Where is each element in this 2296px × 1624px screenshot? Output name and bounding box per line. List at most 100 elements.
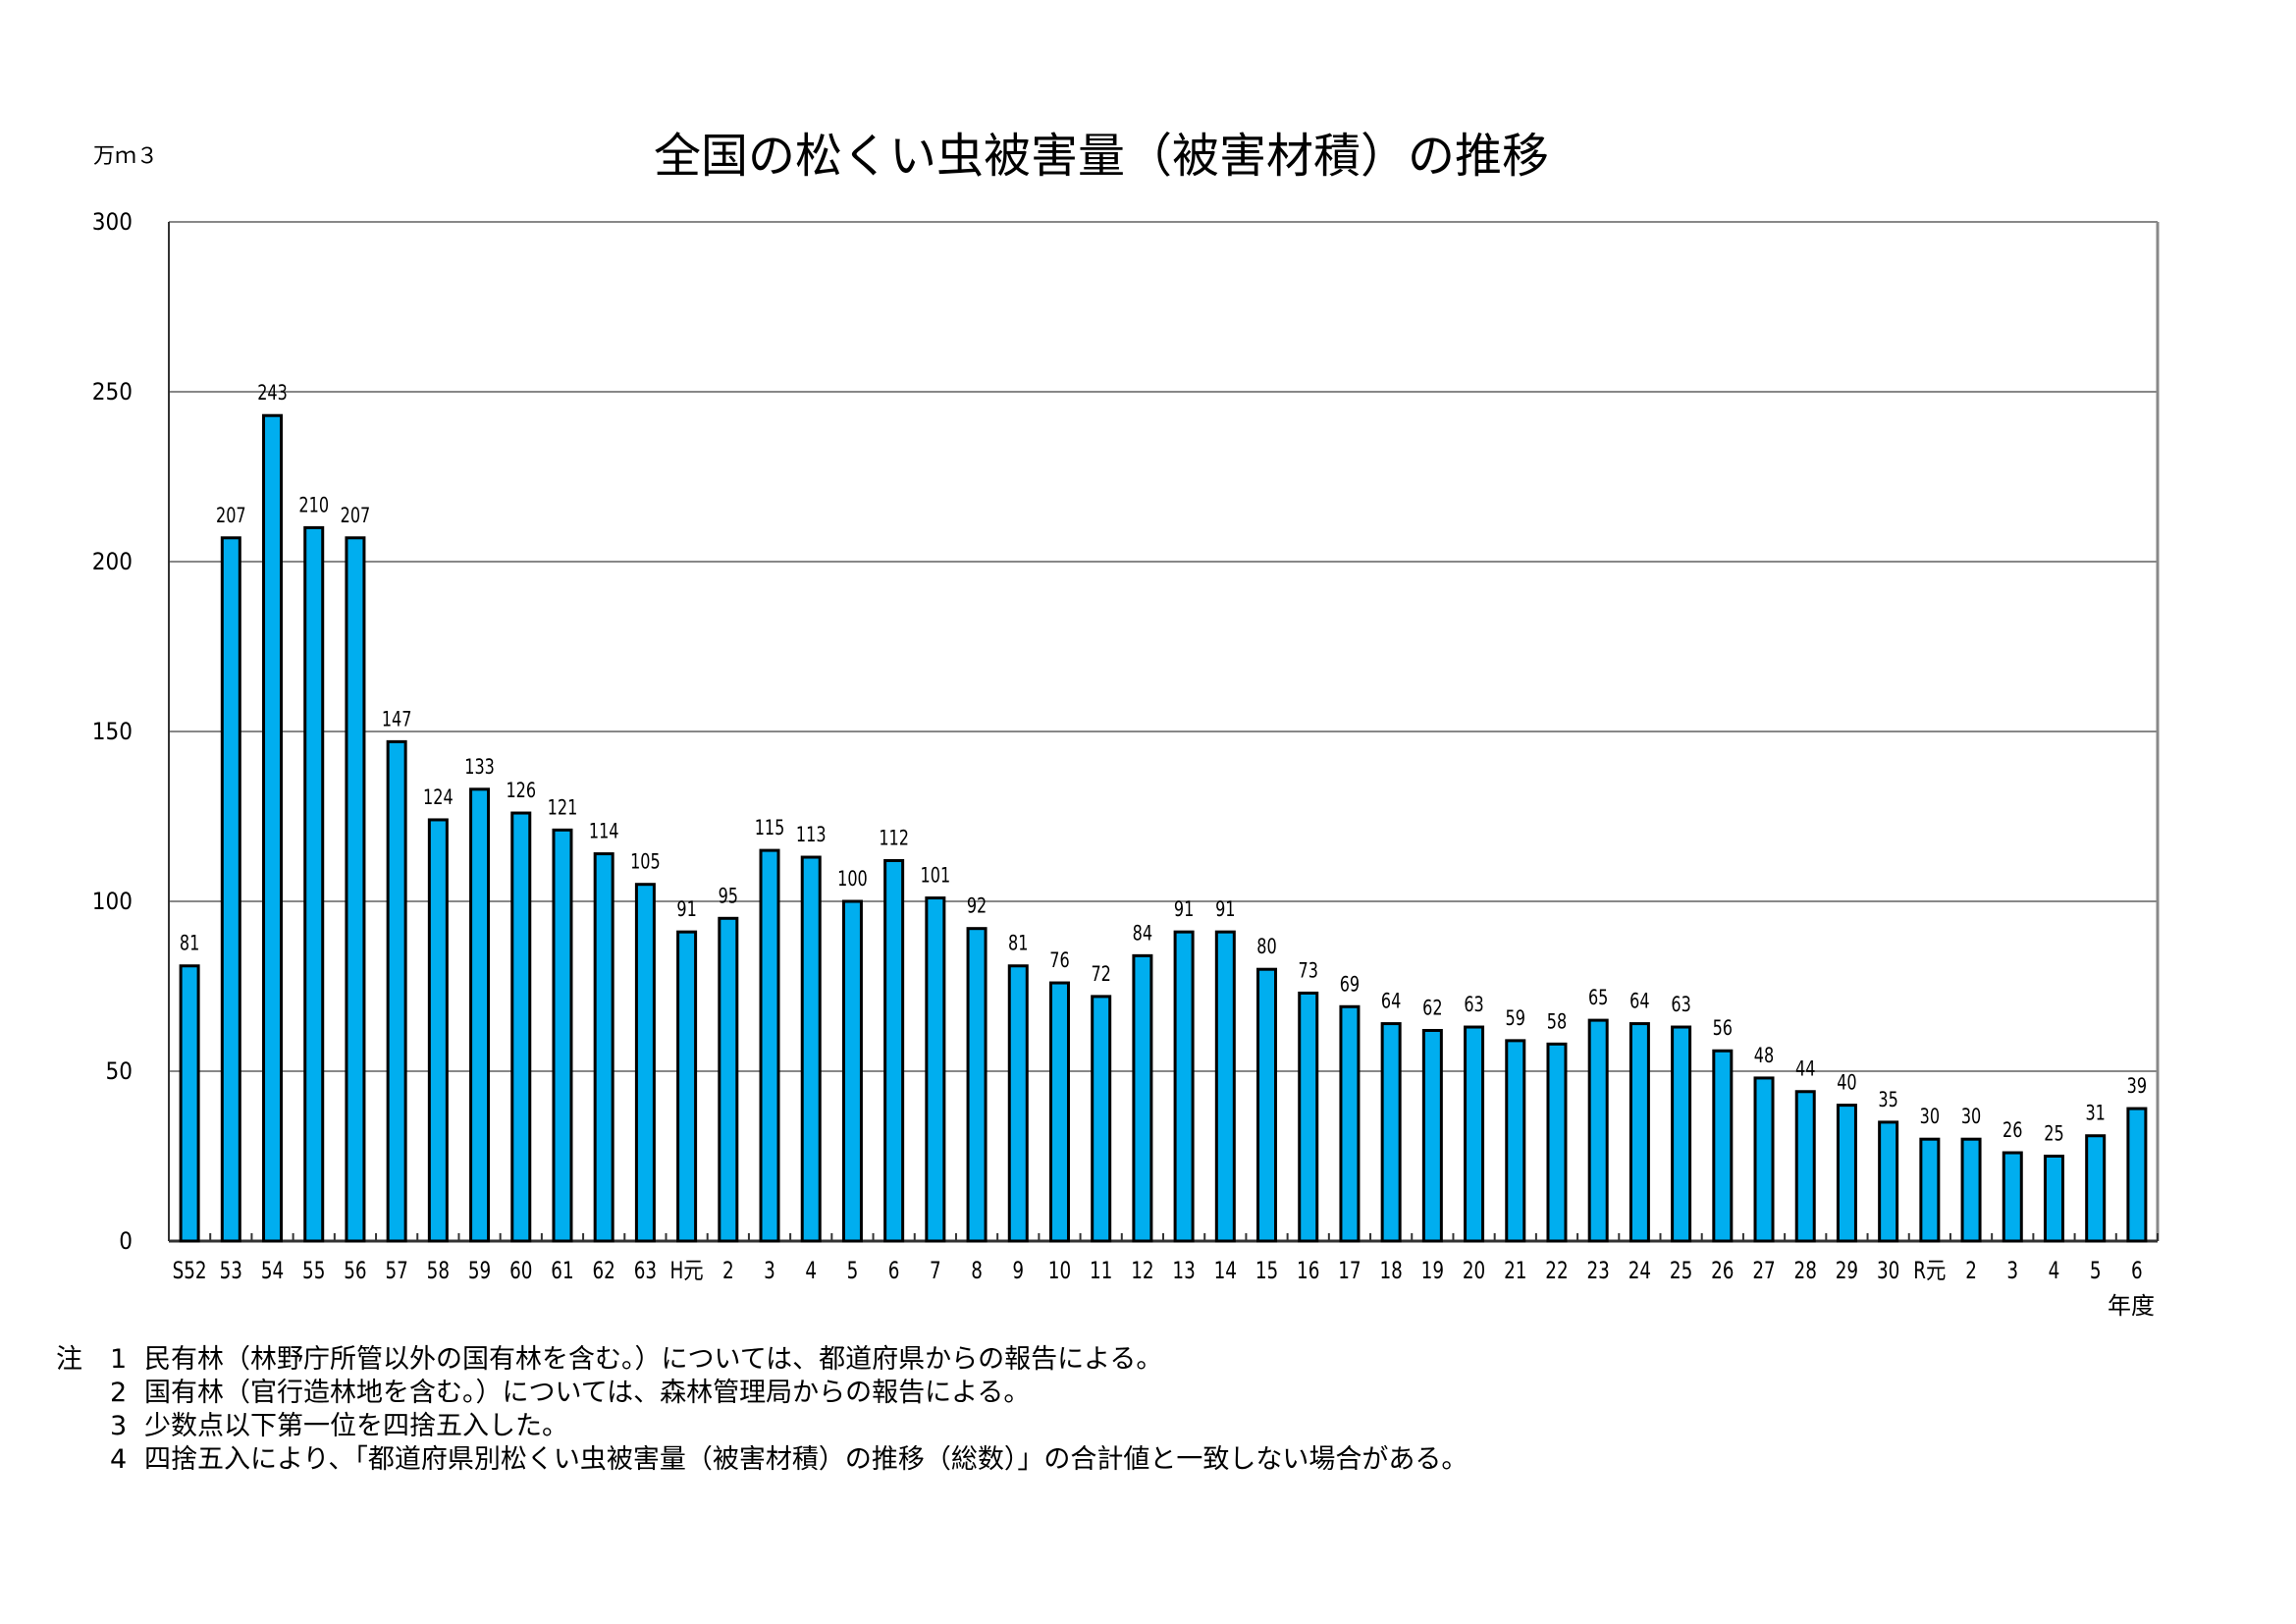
data-label: 81 <box>180 931 199 955</box>
x-tick-label: 15 <box>1255 1257 1278 1284</box>
bar <box>179 964 200 1243</box>
bar <box>1298 991 1319 1243</box>
data-label: 64 <box>1381 989 1401 1013</box>
x-tick-label: 24 <box>1629 1257 1651 1284</box>
note-number: 2 <box>110 1378 128 1408</box>
note-row: 2 国有林（官行造林地を含む。）については、森林管理局からの報告による。 <box>56 1377 1468 1410</box>
data-label: 30 <box>1920 1105 1940 1129</box>
x-tick-label: 8 <box>971 1257 983 1284</box>
x-tick-label: 10 <box>1048 1257 1071 1284</box>
x-tick-label: 30 <box>1877 1257 1899 1284</box>
data-label: 113 <box>796 823 827 847</box>
bar <box>1256 967 1278 1243</box>
y-tick-label: 150 <box>92 718 133 745</box>
data-label: 30 <box>1961 1105 1981 1129</box>
x-tick-label: 28 <box>1794 1257 1817 1284</box>
x-axis-label: 年度 <box>2108 1292 2155 1320</box>
x-tick-label: 27 <box>1752 1257 1775 1284</box>
bar <box>966 927 988 1243</box>
note-number: 1 <box>110 1344 128 1375</box>
x-tick-label: 17 <box>1338 1257 1361 1284</box>
bar <box>883 858 905 1243</box>
data-label: 62 <box>1422 996 1442 1020</box>
data-label: 72 <box>1091 961 1110 986</box>
data-label: 84 <box>1133 921 1152 946</box>
note-row: 注 1 民有林（林野庁所管以外の国有林を含む。）については、都道府県からの報告に… <box>56 1343 1468 1377</box>
x-tick-label: 6 <box>2131 1257 2143 1284</box>
bar <box>2085 1134 2107 1243</box>
x-tick-label: 54 <box>261 1257 284 1284</box>
y-tick-label: 250 <box>92 378 133 406</box>
bar <box>800 855 822 1243</box>
x-tick-label: H元 <box>670 1257 704 1284</box>
x-tick-label: 57 <box>385 1257 407 1284</box>
bar <box>1339 1004 1361 1243</box>
data-label: 91 <box>1174 897 1194 922</box>
data-label: 121 <box>548 795 578 820</box>
x-tick-label: 59 <box>468 1257 491 1284</box>
bar <box>469 787 491 1243</box>
bar <box>303 525 325 1243</box>
bar <box>552 828 573 1243</box>
data-label: 124 <box>423 785 454 810</box>
y-tick-label: 200 <box>92 548 133 575</box>
x-tick-label: 62 <box>593 1257 615 1284</box>
bar <box>427 818 449 1243</box>
x-tick-label: 60 <box>509 1257 532 1284</box>
bar <box>1048 981 1070 1243</box>
bar <box>1214 930 1236 1243</box>
bar <box>1587 1018 1609 1243</box>
x-tick-label: 58 <box>427 1257 450 1284</box>
bar <box>262 413 284 1243</box>
data-label: 65 <box>1588 986 1608 1010</box>
x-tick-label: 5 <box>2090 1257 2102 1284</box>
data-label: 133 <box>464 754 495 779</box>
x-tick-label: 25 <box>1670 1257 1692 1284</box>
bar <box>1007 964 1029 1243</box>
x-tick-label: 14 <box>1214 1257 1237 1284</box>
x-tick-label: 21 <box>1504 1257 1526 1284</box>
x-tick-label: 23 <box>1587 1257 1610 1284</box>
x-tick-label: 19 <box>1421 1257 1444 1284</box>
x-tick-label: 22 <box>1545 1257 1568 1284</box>
x-tick-label: 2 <box>722 1257 734 1284</box>
data-label: 101 <box>921 863 951 888</box>
data-label: 35 <box>1878 1088 1897 1112</box>
x-tick-label: 7 <box>930 1257 941 1284</box>
bar <box>1546 1042 1568 1243</box>
bar <box>386 739 407 1243</box>
note-number: 4 <box>110 1444 128 1475</box>
y-tick-label: 0 <box>119 1227 133 1255</box>
bar <box>510 811 532 1243</box>
bar <box>1919 1137 1941 1243</box>
data-label: 58 <box>1547 1009 1567 1034</box>
note-row: 4 四捨五入により、「都道府県別松くい虫被害量（被害材積）の推移（総数）」の合計… <box>56 1443 1468 1477</box>
x-tick-label: 16 <box>1297 1257 1319 1284</box>
note-text: 民有林（林野庁所管以外の国有林を含む。）については、都道府県からの報告による。 <box>144 1344 1163 1375</box>
bar <box>1878 1120 1899 1243</box>
x-tick-label: 13 <box>1172 1257 1195 1284</box>
bar <box>718 916 739 1243</box>
note-prefix: 注 <box>56 1344 82 1375</box>
x-tick-label: 61 <box>551 1257 573 1284</box>
data-label: 64 <box>1629 989 1649 1013</box>
data-label: 207 <box>341 503 371 527</box>
bar <box>220 536 241 1243</box>
x-tick-label: R元 <box>1913 1257 1946 1284</box>
bar <box>1629 1022 1650 1243</box>
x-tick-label: 18 <box>1379 1257 1402 1284</box>
chart-title: 全国の松くい虫被害量（被害材積）の推移 <box>654 129 1549 184</box>
note-text: 少数点以下第一位を四捨五入した。 <box>144 1411 568 1441</box>
x-tick-label: 4 <box>2049 1257 2060 1284</box>
x-tick-label: 29 <box>1836 1257 1858 1284</box>
data-label: 147 <box>382 707 412 731</box>
data-label: 207 <box>216 503 246 527</box>
bar <box>1091 995 1112 1243</box>
x-tick-label: 20 <box>1463 1257 1485 1284</box>
data-label: 76 <box>1049 948 1069 973</box>
data-label: 91 <box>1215 897 1235 922</box>
x-tick-label: 6 <box>888 1257 900 1284</box>
x-tick-label: 2 <box>1965 1257 1977 1284</box>
data-label: 105 <box>630 849 661 874</box>
